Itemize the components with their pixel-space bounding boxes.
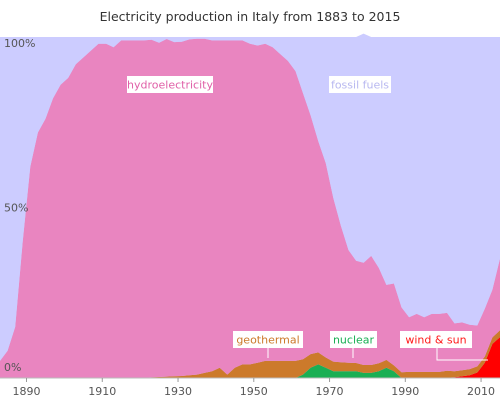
area-fossil-fuels (0, 33, 500, 361)
y-tick-label: 50% (4, 202, 28, 215)
x-tick-label: 1890 (13, 385, 41, 398)
label-text: nuclear (333, 334, 375, 347)
chart-title: Electricity production in Italy from 188… (100, 9, 401, 24)
label-box (127, 76, 213, 93)
x-tick-label: 1910 (88, 385, 116, 398)
x-tick-label: 1990 (391, 385, 419, 398)
plot-area (0, 33, 500, 378)
label-leader-line (436, 348, 488, 361)
label-text: fossil fuels (331, 79, 389, 92)
x-axis: 1890 1910 1930 1950 1970 1990 2010 (0, 377, 500, 398)
label-text: hydroelectricity (127, 79, 213, 92)
label-geothermal: geothermal (233, 331, 303, 358)
label-box (400, 331, 472, 348)
label-hydroelectricity: hydroelectricity (127, 76, 213, 93)
area-hydroelectricity (0, 38, 500, 378)
y-tick-label: 100% (4, 37, 35, 50)
x-tick-label: 1950 (240, 385, 268, 398)
x-tick-label: 1930 (164, 385, 192, 398)
x-tick-label: 1970 (316, 385, 344, 398)
label-nuclear: nuclear (330, 331, 377, 358)
label-text: wind & sun (405, 334, 466, 347)
y-tick-label: 0% (4, 361, 21, 374)
label-text: geothermal (236, 334, 299, 347)
area-geothermal (0, 330, 500, 378)
series-labels: hydroelectricity fossil fuels geothermal nu… (127, 76, 488, 361)
label-fossil-fuels: fossil fuels (329, 76, 391, 93)
label-box (233, 331, 303, 348)
label-box (329, 76, 391, 93)
x-tick-label: 2010 (467, 385, 495, 398)
y-axis: 100% 50% 0% (4, 37, 35, 374)
label-wind-and-sun: wind & sun (400, 331, 488, 361)
label-box (330, 331, 377, 348)
